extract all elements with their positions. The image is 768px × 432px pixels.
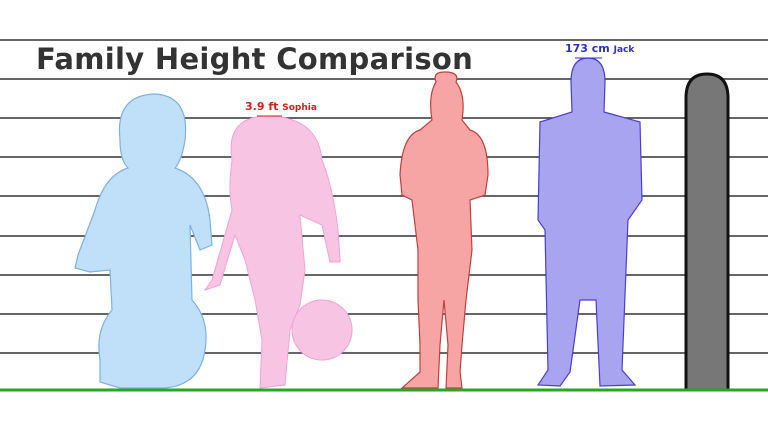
sophia-name: Sophia [282, 103, 317, 113]
jack-height: 173 cm [565, 42, 610, 55]
figure-jack-silhouette [536, 57, 643, 387]
jack-label: 173 cm Jack [565, 42, 634, 55]
reference-pillar [684, 72, 730, 392]
soccer-ball-icon [291, 299, 353, 361]
figure-boy-silhouette [74, 93, 213, 389]
sophia-height: 3.9 ft [245, 100, 279, 113]
jack-name: Jack [613, 45, 635, 55]
sophia-label: 3.9 ft Sophia [245, 100, 317, 113]
figure-woman-silhouette [399, 71, 489, 389]
chart-title: Family Height Comparison [36, 42, 474, 76]
